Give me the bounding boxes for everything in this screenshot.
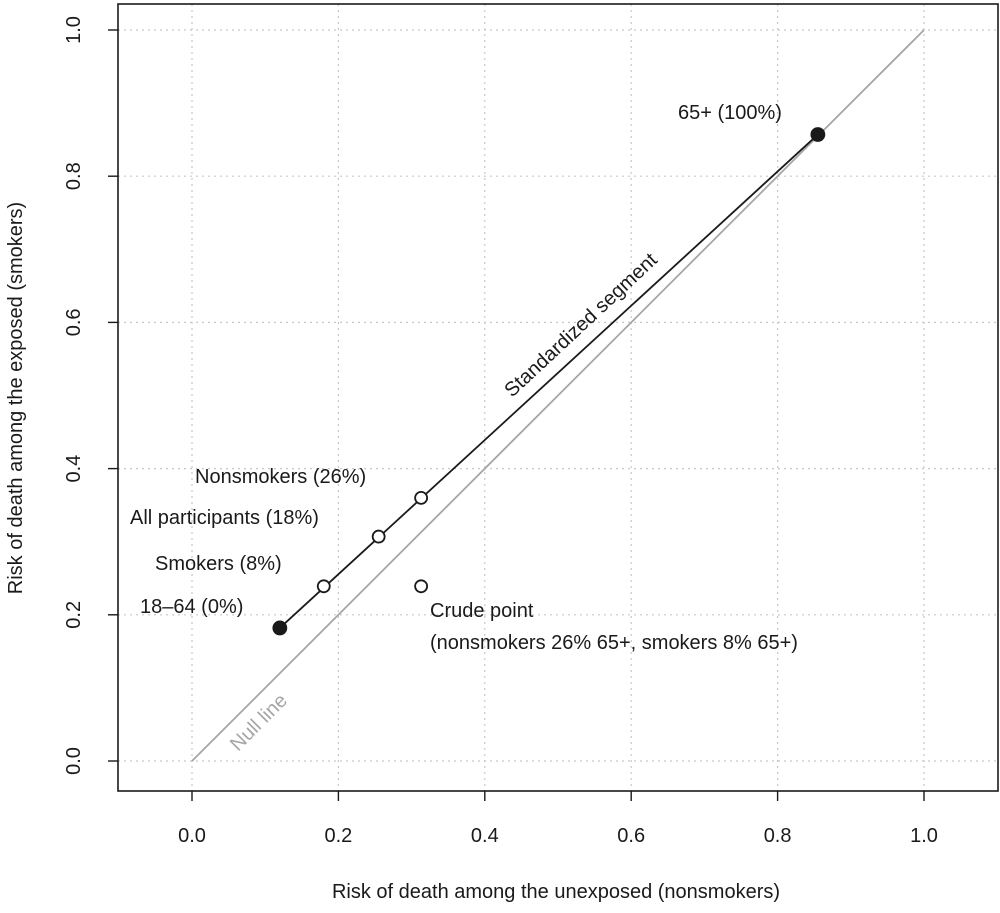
x-tick-label-3: 0.6 — [617, 825, 645, 847]
x-tick-label-2: 0.4 — [471, 825, 499, 847]
x-tick-label-0: 0.0 — [178, 825, 206, 847]
point-label-1: Smokers (8%) — [155, 553, 282, 575]
ticks-layer: 0.0 0.2 0.4 0.6 0.8 1.0 0.0 0.2 0.4 0.6 0.8 1.0 — [63, 16, 938, 847]
point-2 — [371, 529, 386, 544]
null-line — [191, 29, 925, 762]
point-0 — [272, 620, 288, 636]
y-tick-label-2: 0.4 — [63, 455, 85, 483]
point-4 — [810, 127, 826, 142]
point-label-3: Nonsmokers (26%) — [195, 466, 366, 488]
point-label-0: 18–64 (0%) — [140, 596, 243, 618]
x-axis-label: Risk of death among the unexposed (nonsm… — [332, 881, 780, 903]
y-tick-label-3: 0.6 — [63, 308, 85, 336]
x-tick-label-1: 0.2 — [324, 825, 352, 847]
y-tick-label-5: 1.0 — [63, 16, 85, 44]
labels-layer: Null line Standardized segment 18–64 (0%) S… — [130, 102, 798, 756]
point-label-2: All participants (18%) — [130, 507, 319, 529]
lines-layer — [191, 29, 925, 762]
y-axis-label: Risk of death among the exposed (smokers… — [5, 202, 27, 594]
null-line-label: Null line — [226, 690, 292, 756]
standardized-segment-label: Standardized segment — [500, 249, 662, 402]
standardized-segment — [279, 133, 819, 629]
points-layer — [272, 127, 826, 636]
y-tick-label-0: 0.0 — [63, 747, 85, 775]
grid-layer — [118, 4, 998, 791]
x-tick-label-4: 0.8 — [764, 825, 792, 847]
point-5 — [414, 579, 429, 594]
point-label-5-line2: (nonsmokers 26% 65+, smokers 8% 65+) — [430, 632, 798, 654]
point-label-4: 65+ (100%) — [678, 102, 782, 124]
point-3 — [414, 490, 429, 505]
y-tick-label-1: 0.2 — [63, 601, 85, 629]
point-label-5: Crude point — [430, 600, 534, 622]
x-tick-label-5: 1.0 — [910, 825, 938, 847]
plot-frame — [117, 3, 999, 792]
y-tick-label-4: 0.8 — [63, 162, 85, 190]
point-1 — [316, 579, 331, 594]
